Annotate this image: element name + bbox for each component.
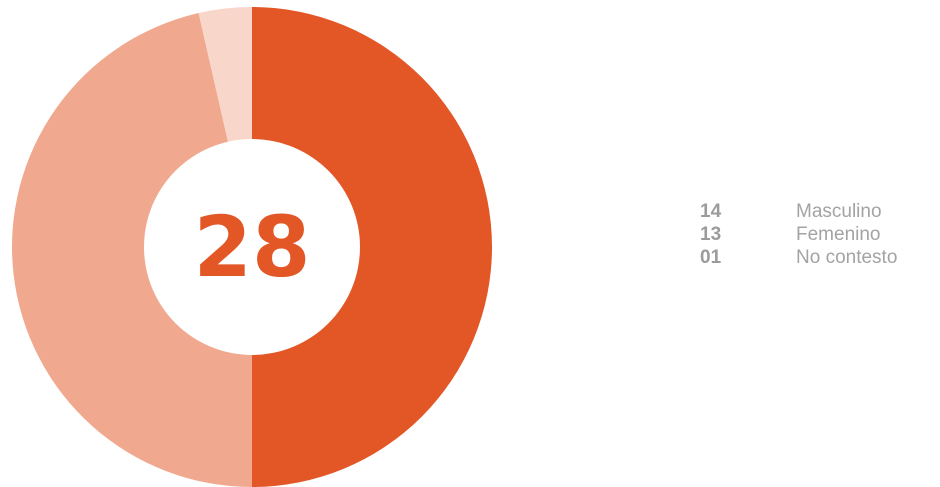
slice-masculino <box>252 7 492 487</box>
legend-count: 13 <box>700 223 722 245</box>
donut-chart: 28 <box>11 7 492 487</box>
legend-label: Masculino <box>796 200 882 222</box>
legend-item-femenino: 13 Femenino <box>700 223 897 246</box>
legend-item-masculino: 14 Masculino <box>700 200 897 223</box>
total-count: 28 <box>194 198 311 296</box>
donut-hole <box>144 139 360 355</box>
legend-label: Femenino <box>796 223 881 245</box>
slice-femenino <box>11 13 253 487</box>
legend: 14 Masculino 13 Femenino 01 No contesto <box>700 200 897 269</box>
legend-item-no-contesto: 01 No contesto <box>700 246 897 269</box>
legend-count: 01 <box>700 246 722 268</box>
legend-label: No contesto <box>796 246 898 268</box>
legend-count: 14 <box>700 200 722 222</box>
